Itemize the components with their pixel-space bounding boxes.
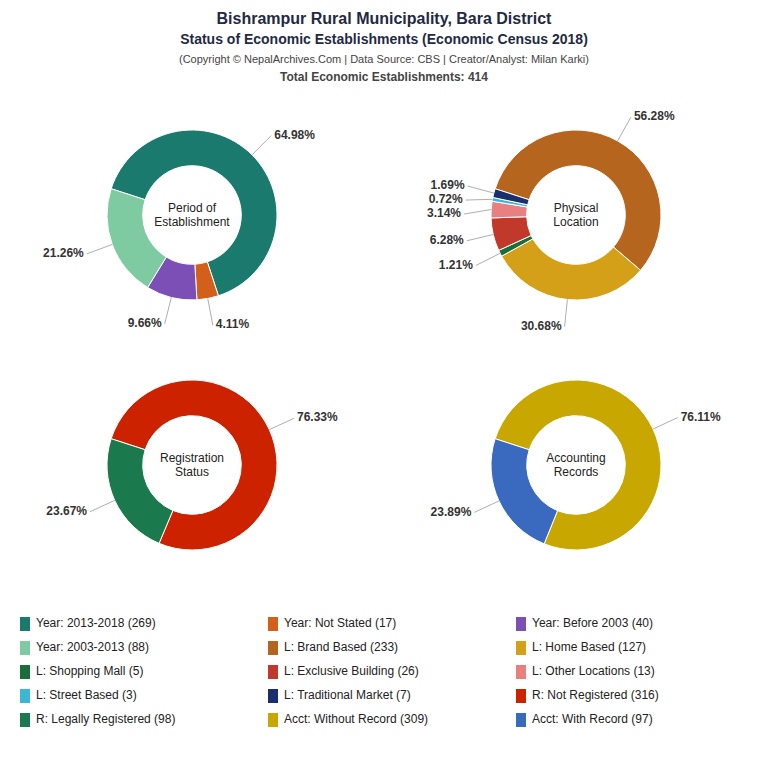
legend-label: R: Not Registered (316) bbox=[532, 688, 659, 702]
leader-line bbox=[252, 136, 271, 155]
donut-slice bbox=[195, 262, 219, 300]
donut-slice bbox=[107, 189, 166, 288]
legend-label: R: Legally Registered (98) bbox=[36, 712, 175, 726]
leader-line bbox=[468, 186, 494, 193]
legend-label: L: Street Based (3) bbox=[36, 688, 137, 702]
donut-title-line: Period of bbox=[168, 201, 217, 215]
legend-label: Year: Not Stated (17) bbox=[284, 616, 396, 630]
data-label: 64.98% bbox=[274, 128, 315, 142]
legend-label: L: Exclusive Building (26) bbox=[284, 664, 419, 678]
data-label: 23.67% bbox=[46, 504, 87, 518]
leader-line bbox=[90, 500, 115, 511]
data-label: 1.69% bbox=[431, 178, 465, 192]
legend-swatch bbox=[516, 689, 526, 703]
legend-swatch bbox=[20, 665, 30, 679]
leader-line bbox=[467, 235, 493, 241]
leader-line bbox=[87, 244, 113, 253]
donut-slice bbox=[493, 189, 529, 205]
legend-label: Acct: Without Record (309) bbox=[284, 712, 428, 726]
leader-line bbox=[165, 297, 172, 323]
data-label: 30.68% bbox=[521, 319, 562, 333]
donut bbox=[107, 380, 277, 550]
legend-swatch bbox=[20, 641, 30, 655]
legend-swatch bbox=[20, 689, 30, 703]
legend-label: L: Traditional Market (7) bbox=[284, 688, 411, 702]
donut-title-line: Records bbox=[554, 465, 599, 479]
legend-swatch bbox=[516, 713, 526, 727]
donut-title-line: Accounting bbox=[546, 451, 605, 465]
legend-swatch bbox=[516, 617, 526, 631]
data-label: 1.21% bbox=[439, 258, 473, 272]
subtitle: Status of Economic Establishments (Econo… bbox=[180, 31, 588, 47]
donut-title: AccountingRecords bbox=[546, 451, 605, 479]
legend-label: Year: Before 2003 (40) bbox=[532, 616, 653, 630]
data-label: 9.66% bbox=[128, 316, 162, 330]
donut-title-line: Physical bbox=[554, 201, 599, 215]
leader-line bbox=[474, 501, 499, 512]
data-label: 21.26% bbox=[43, 246, 84, 260]
data-label: 0.72% bbox=[429, 192, 463, 206]
donut bbox=[491, 380, 661, 550]
donut-title: Period ofEstablishment bbox=[154, 201, 230, 229]
leader-line bbox=[466, 199, 493, 201]
legend-swatch bbox=[516, 641, 526, 655]
legend-swatch bbox=[268, 617, 278, 631]
data-label: 6.28% bbox=[430, 233, 464, 247]
data-label: 56.28% bbox=[634, 109, 675, 123]
donut-title-line: Status bbox=[175, 465, 209, 479]
data-label: 76.33% bbox=[297, 410, 338, 424]
chart: Bishrampur Rural Municipality, Bara Dist… bbox=[0, 0, 768, 768]
leader-line bbox=[464, 210, 491, 214]
data-label: 4.11% bbox=[216, 317, 250, 331]
data-label: 76.11% bbox=[681, 410, 721, 424]
legend-swatch bbox=[268, 713, 278, 727]
annotation: Total Economic Establishments: 414 bbox=[280, 70, 488, 84]
legend: Year: 2013-2018 (269) Year: Not Stated (1… bbox=[20, 616, 659, 727]
leader-line bbox=[653, 418, 678, 429]
donut-slice bbox=[502, 239, 641, 300]
legend-label: L: Brand Based (233) bbox=[284, 640, 398, 654]
legend-label: L: Shopping Mall (5) bbox=[36, 664, 143, 678]
leader-line bbox=[618, 117, 631, 141]
legend-label: Year: 2013-2018 (269) bbox=[36, 616, 156, 630]
leader-line bbox=[208, 299, 213, 326]
donut-title: PhysicalLocation bbox=[553, 201, 598, 229]
annotation: (Copyright © NepalArchives.Com | Data So… bbox=[179, 53, 589, 65]
title: Bishrampur Rural Municipality, Bara Dist… bbox=[217, 10, 553, 27]
legend-swatch bbox=[268, 689, 278, 703]
donut-title-line: Registration bbox=[160, 451, 224, 465]
legend-label: L: Other Locations (13) bbox=[532, 664, 655, 678]
legend-label: L: Home Based (127) bbox=[532, 640, 646, 654]
data-label: 3.14% bbox=[427, 206, 461, 220]
legend-label: Acct: With Record (97) bbox=[532, 712, 653, 726]
donut-title: RegistrationStatus bbox=[160, 451, 224, 479]
donut bbox=[491, 130, 661, 300]
legend-label: Year: 2003-2013 (88) bbox=[36, 640, 149, 654]
legend-swatch bbox=[268, 641, 278, 655]
legend-swatch bbox=[516, 665, 526, 679]
donut-title-line: Establishment bbox=[154, 215, 230, 229]
legend-swatch bbox=[268, 665, 278, 679]
leader-line bbox=[565, 300, 568, 327]
leader-line bbox=[269, 418, 294, 429]
data-label: 23.89% bbox=[431, 505, 472, 519]
legend-swatch bbox=[20, 617, 30, 631]
legend-swatch bbox=[20, 713, 30, 727]
donut-slice bbox=[491, 217, 531, 251]
donut-title-line: Location bbox=[553, 215, 598, 229]
leader-line bbox=[476, 253, 500, 265]
donut bbox=[107, 130, 277, 300]
